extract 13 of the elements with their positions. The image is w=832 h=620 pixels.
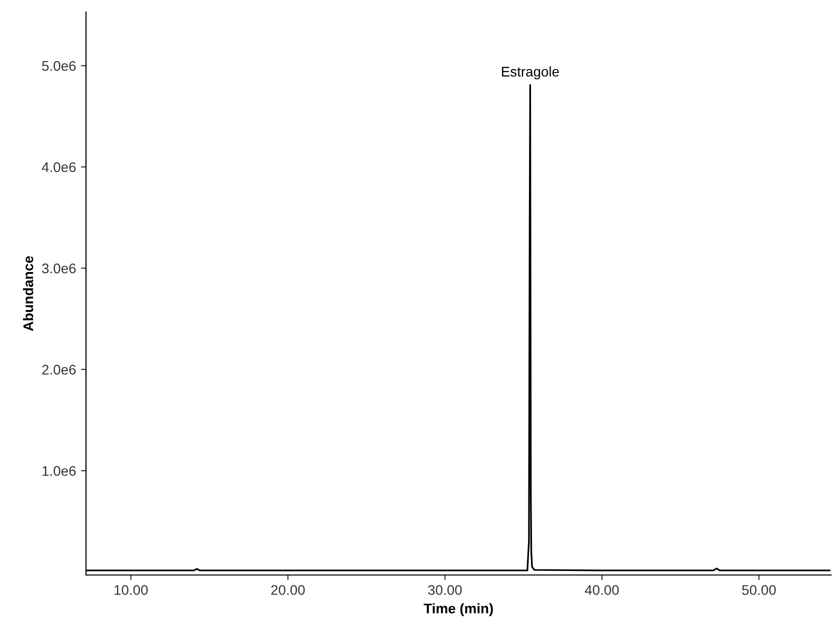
y-tick-label: 4.0e6 <box>42 162 76 172</box>
x-tick-label: 50.00 <box>742 585 776 595</box>
x-tick-label: 20.00 <box>271 585 305 595</box>
y-tick-label: 5.0e6 <box>42 61 76 71</box>
annotation: Estragole <box>502 66 559 80</box>
y-tick-label: 3.0e6 <box>42 264 76 274</box>
x-tick-label: 30.00 <box>428 585 462 595</box>
y-axis-title: Abundance <box>23 256 34 331</box>
x-tick-label: 40.00 <box>584 585 619 595</box>
x-axis-title: Time (min) <box>424 603 493 616</box>
y-tick-label: 2.0e6 <box>42 364 76 375</box>
y-tick-label: 1.0e6 <box>42 466 76 476</box>
x-tick-label: 10.00 <box>114 585 148 595</box>
